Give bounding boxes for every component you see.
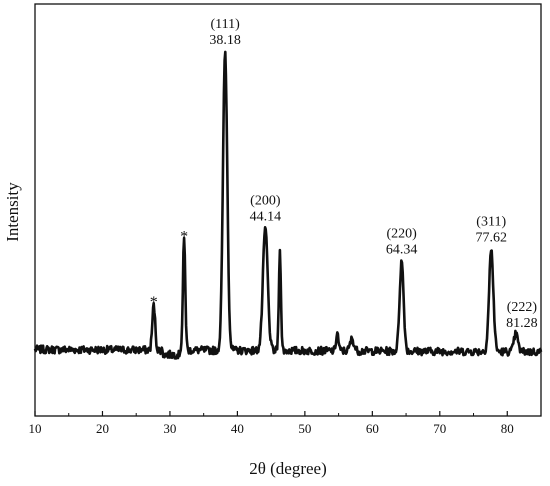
x-tick-label: 70 (433, 421, 446, 436)
x-tick-label: 30 (163, 421, 176, 436)
x-tick-label: 40 (231, 421, 244, 436)
peak-miller-index: (200) (250, 193, 281, 208)
impurity-marker: * (150, 294, 158, 311)
peak-miller-index: (220) (386, 226, 417, 241)
peak-position-label: 64.34 (386, 242, 418, 257)
peak-position-label: 77.62 (475, 230, 507, 245)
peak-miller-index: (111) (210, 17, 240, 32)
x-tick-label: 80 (501, 421, 514, 436)
x-tick-label: 50 (298, 421, 311, 436)
impurity-marker: * (180, 228, 188, 245)
peak-position-label: 38.18 (209, 33, 241, 48)
peak-position-label: 44.14 (250, 209, 282, 224)
peak-miller-index: (222) (507, 300, 538, 315)
plot-frame (34, 3, 542, 417)
peak-annotations: * * (111)38.18 (200)44.14 (220)64.34 (311)77.… (150, 17, 538, 331)
x-axis-title: 2θ (degree) (249, 459, 327, 478)
peak-position-label: 81.28 (506, 316, 538, 331)
x-tick-label: 10 (29, 421, 42, 436)
y-axis-title: Intensity (3, 182, 22, 242)
xrd-pattern-line (33, 50, 543, 360)
x-tick-label: 60 (366, 421, 379, 436)
peak-miller-index: (311) (476, 214, 506, 229)
x-tick-label: 20 (96, 421, 109, 436)
x-ticks: 10 20 30 40 50 60 70 80 (29, 411, 514, 436)
